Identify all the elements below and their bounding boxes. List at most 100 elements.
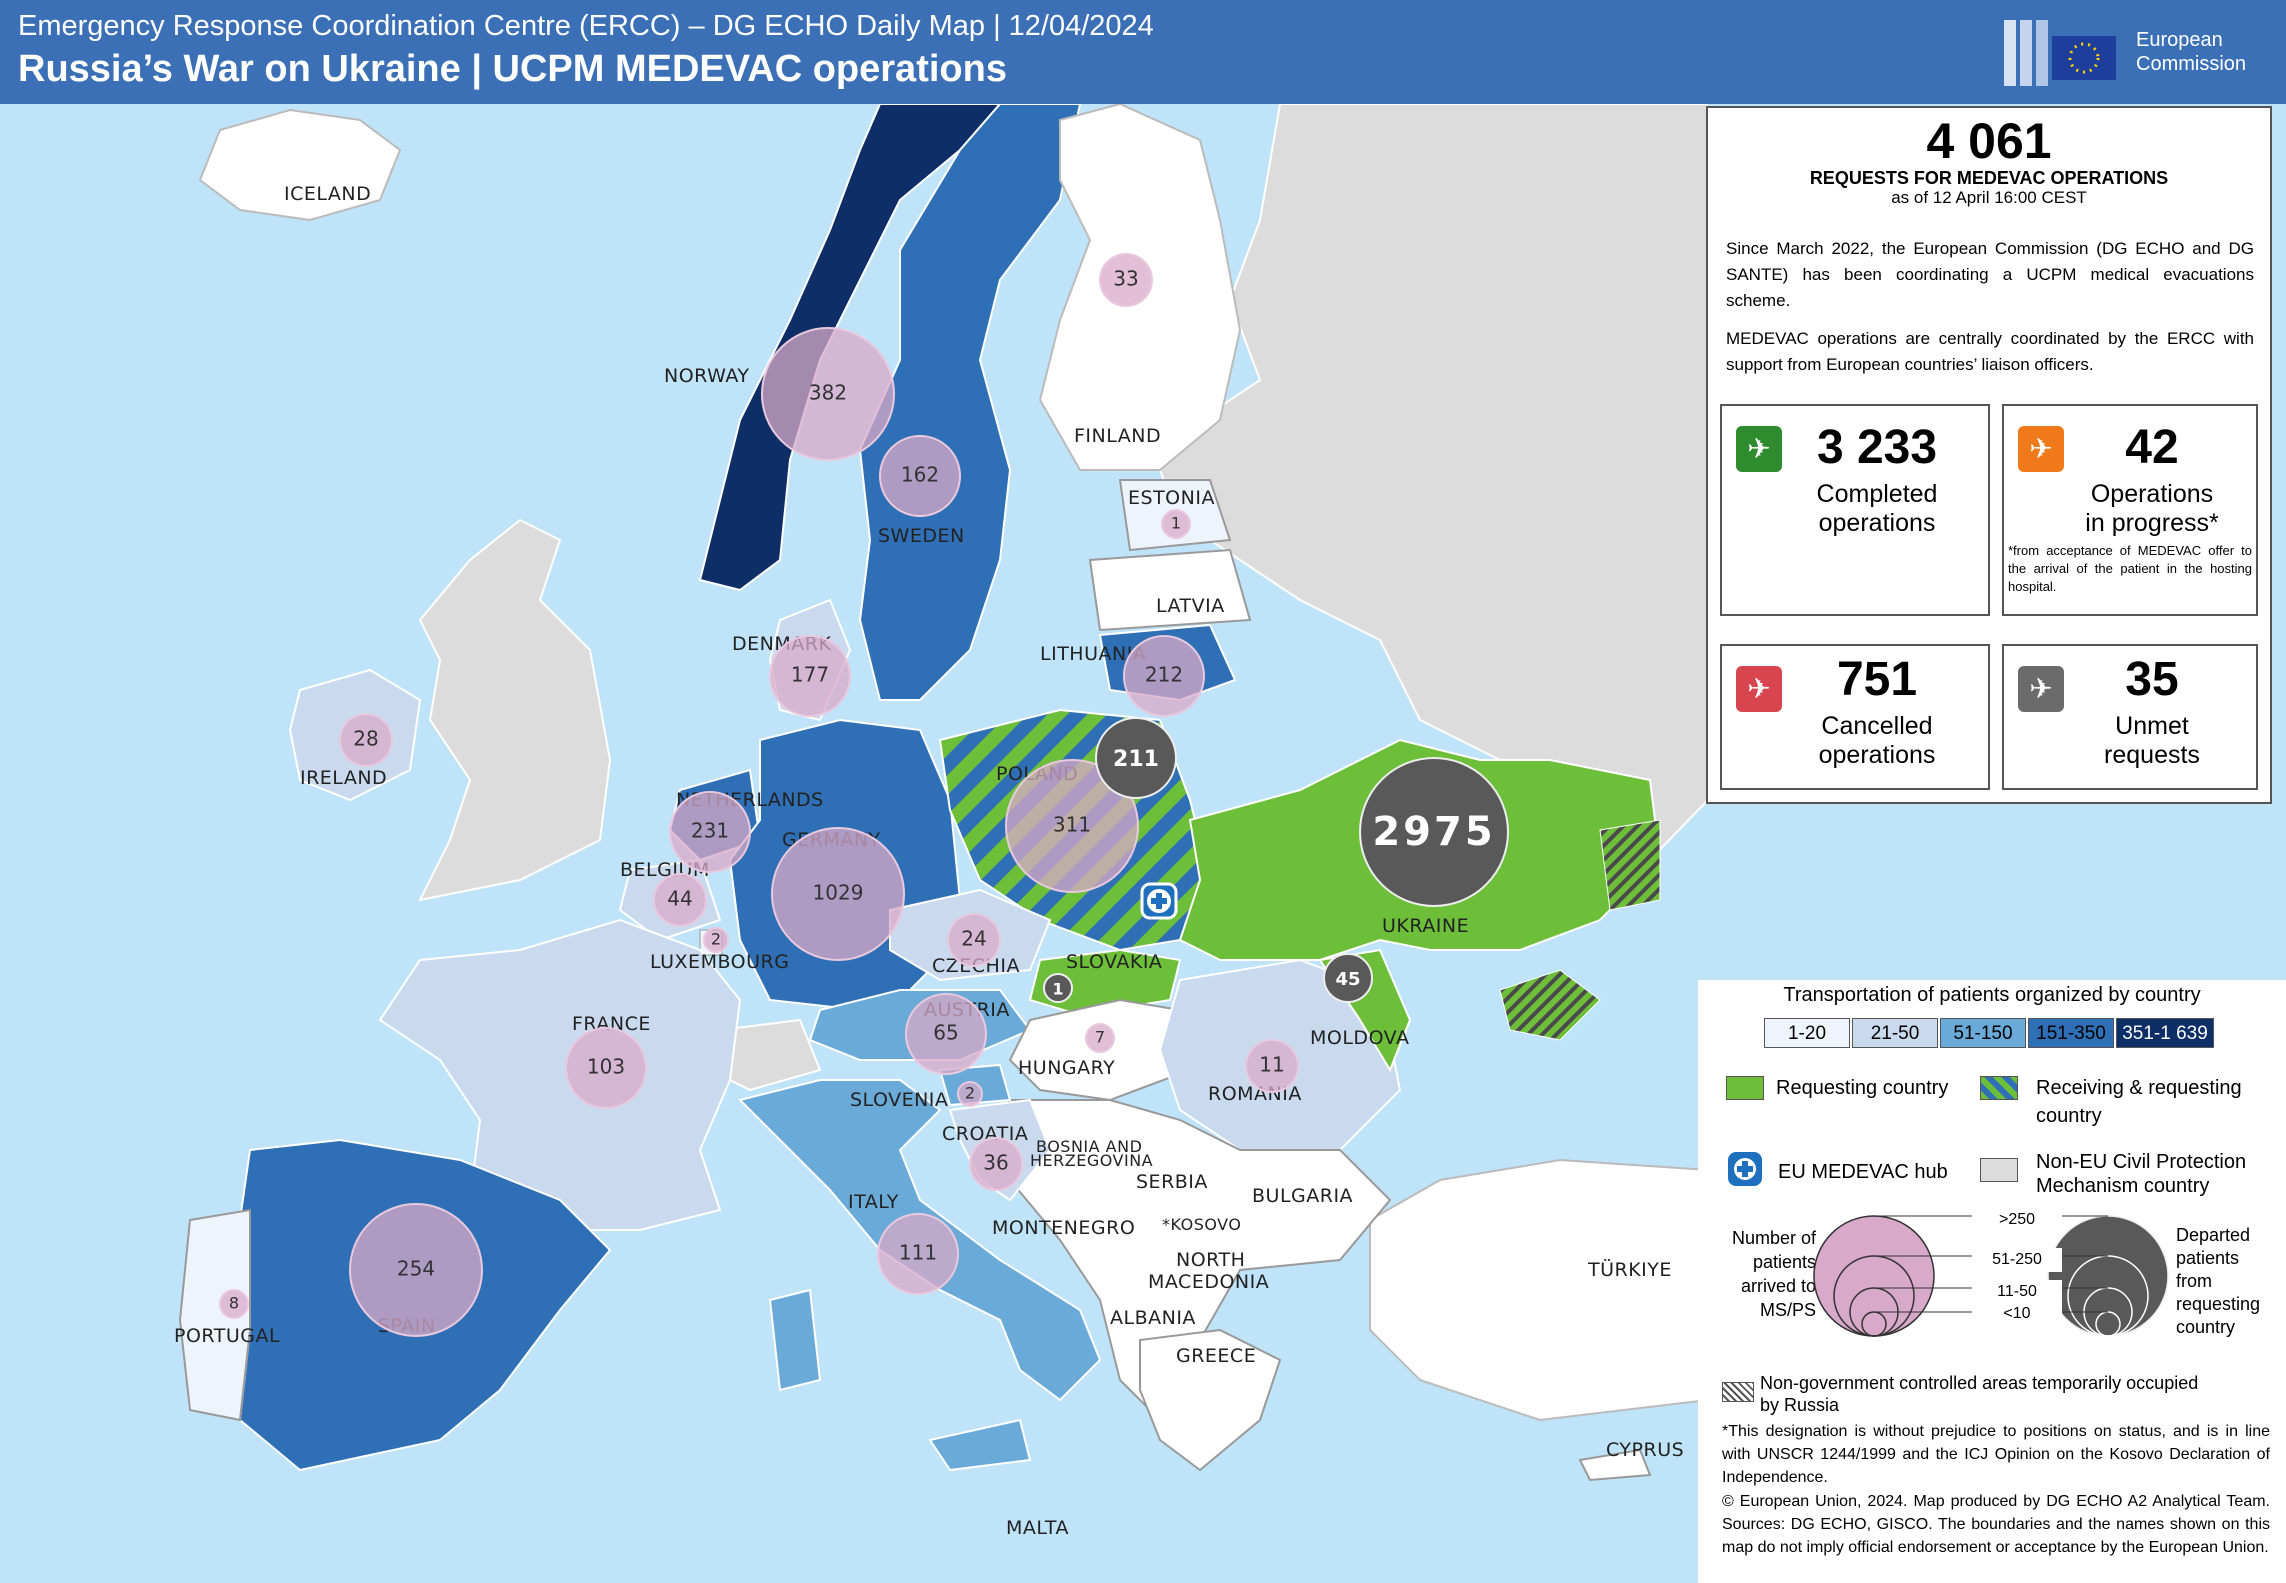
legend-receiving-requesting-1: Receiving & requesting <box>2036 1077 2242 1099</box>
european-commission-logo: European Commission <box>1996 16 2266 90</box>
label-sweden: SWEDEN <box>878 525 965 547</box>
legend-arrived-1: Number of <box>1731 1228 1816 1248</box>
iceland-region <box>198 108 402 222</box>
label-norway: NORWAY <box>664 365 749 387</box>
header-subtitle: Emergency Response Coordination Centre (… <box>18 10 1154 42</box>
as-of-timestamp: as of 12 April 16:00 CEST <box>1891 188 2087 207</box>
france-region <box>378 918 742 1231</box>
arrivals-circle-estonia <box>1161 509 1191 539</box>
label-bosnia-1: BOSNIA AND <box>1036 1137 1142 1156</box>
unmet-label-1: Unmet <box>2115 712 2189 740</box>
label-latvia: LATVIA <box>1156 595 1225 617</box>
arrivals-value-ireland: 28 <box>353 727 378 751</box>
logo-text-european: European <box>2136 29 2223 51</box>
in-progress-label-2: in progress* <box>2085 509 2219 537</box>
arrivals-value-hungary: 7 <box>1095 1028 1105 1047</box>
label-ireland: IRELAND <box>300 767 387 789</box>
legend-hub: EU MEDEVAC hub <box>1778 1161 1948 1183</box>
size-label-250: >250 <box>1972 1208 2062 1232</box>
class-21-50: 21-50 <box>1852 1018 1938 1048</box>
arrivals-value-germany: 1029 <box>813 881 864 905</box>
portugal-region <box>178 1208 251 1422</box>
arrivals-circle-poland <box>1005 759 1139 893</box>
label-serbia: SERBIA <box>1136 1171 1208 1193</box>
arrivals-circle-romania <box>1245 1039 1299 1093</box>
arrivals-value-france: 103 <box>587 1055 625 1079</box>
arrivals-circle-luxembourg <box>703 927 729 953</box>
cancelled-label-2: operations <box>1818 741 1936 769</box>
arrivals-circle-netherlands <box>669 791 751 873</box>
medevac-hub-icon <box>1140 882 1178 920</box>
legend-departed-3: from <box>2176 1271 2212 1291</box>
legend-arrived-3: arrived to <box>1740 1276 1816 1296</box>
requesting-swatch <box>1726 1076 1764 1100</box>
label-slovakia: SLOVAKIA <box>1066 951 1162 973</box>
completed-plane-icon: ✈ <box>1736 426 1782 472</box>
arrivals-value-slovenia: 2 <box>965 1084 975 1103</box>
in-progress-value: 42 <box>2125 421 2179 474</box>
legend-occupied-2: by Russia <box>1760 1395 1840 1415</box>
uk-region <box>418 518 612 902</box>
departures-circle-ukraine <box>1359 757 1509 907</box>
total-requests: 4 061 <box>1926 113 2052 169</box>
label-north-macedonia-1: NORTH <box>1176 1249 1245 1271</box>
legend-panel: Transportation of patients organized by … <box>1698 980 2286 1583</box>
label-finland: FINLAND <box>1074 425 1161 447</box>
legend-requesting: Requesting country <box>1776 1077 1949 1099</box>
page-title: Russia’s War on Ukraine | UCPM MEDEVAC o… <box>18 48 1007 90</box>
legend-departed-2: patients <box>2176 1248 2240 1268</box>
description-coordination: MEDEVAC operations are centrally coordin… <box>1726 329 2254 374</box>
completed-card: ✈ 3 233 Completed operations <box>1720 404 1990 616</box>
arrivals-value-netherlands: 231 <box>691 819 729 843</box>
arrivals-value-estonia: 1 <box>1171 514 1181 533</box>
size-legend-graphic <box>1813 1215 2169 1337</box>
legend-non-eu-1: Non-EU Civil Protection <box>2036 1151 2247 1173</box>
label-cyprus: CYPRUS <box>1606 1439 1684 1461</box>
size-label-11-50: 11-50 <box>1972 1280 2062 1304</box>
cancelled-plane-icon: ✈ <box>1736 666 1782 712</box>
legend-non-eu-2: Mechanism country <box>2036 1175 2210 1197</box>
departures-circle-moldova <box>1323 953 1373 1003</box>
label-malta: MALTA <box>1006 1517 1069 1539</box>
summary-panel: 4 061 REQUESTS FOR MEDEVAC OPERATIONS as… <box>1706 106 2272 804</box>
arrivals-value-romania: 11 <box>1259 1053 1284 1077</box>
arrivals-circle-sweden <box>879 435 961 517</box>
size-label-51-250: 51-250 <box>1972 1248 2062 1272</box>
in-progress-label-1: Operations <box>2090 480 2214 508</box>
departures-value-moldova: 45 <box>1335 969 1360 990</box>
label-italy: ITALY <box>848 1191 899 1213</box>
departures-circle-slovakia <box>1043 973 1073 1003</box>
class-151-350: 151-350 <box>2028 1018 2114 1048</box>
arrivals-circle-denmark <box>769 635 851 717</box>
norway-region <box>698 104 1002 592</box>
legend-arrived-2: patients <box>1752 1252 1816 1272</box>
total-requests-label: REQUESTS FOR MEDEVAC OPERATIONS <box>1809 168 2169 188</box>
cyprus-region <box>1578 1448 1652 1482</box>
arrivals-circle-germany <box>771 827 905 961</box>
label-albania: ALBANIA <box>1110 1307 1196 1329</box>
legend-departed-1: Departed <box>2176 1225 2251 1245</box>
arrivals-circle-italy <box>877 1213 959 1295</box>
arrivals-value-finland: 33 <box>1113 267 1138 291</box>
label-lithuania: LITHUANIA <box>1040 643 1146 665</box>
crimea-region <box>1499 969 1601 1041</box>
arrivals-circle-slovenia <box>957 1081 983 1107</box>
arrivals-value-sweden: 162 <box>901 463 939 487</box>
label-moldova: MOLDOVA <box>1310 1027 1409 1049</box>
legend-departed-4: requesting <box>2176 1294 2261 1314</box>
arrivals-value-belgium: 44 <box>667 887 692 911</box>
arrivals-circle-belgium <box>653 873 707 927</box>
arrivals-circle-hungary <box>1085 1023 1115 1053</box>
kosovo-disclaimer: *This designation is without prejudice t… <box>1722 1423 2270 1486</box>
hub-legend-icon <box>1728 1152 1762 1186</box>
logo-text-commission: Commission <box>2136 53 2247 75</box>
header-bar: Emergency Response Coordination Centre (… <box>0 0 2286 104</box>
label-greece: GREECE <box>1176 1345 1256 1367</box>
arrivals-circle-france <box>565 1027 647 1109</box>
completed-value: 3 233 <box>1816 421 1938 474</box>
unmet-value: 35 <box>2125 653 2179 706</box>
label-kosovo: *KOSOVO <box>1162 1215 1241 1234</box>
arrivals-circle-czechia <box>947 913 1001 967</box>
in-progress-plane-icon: ✈ <box>2018 426 2064 472</box>
class-351-1639: 351-1 639 <box>2116 1018 2214 1048</box>
